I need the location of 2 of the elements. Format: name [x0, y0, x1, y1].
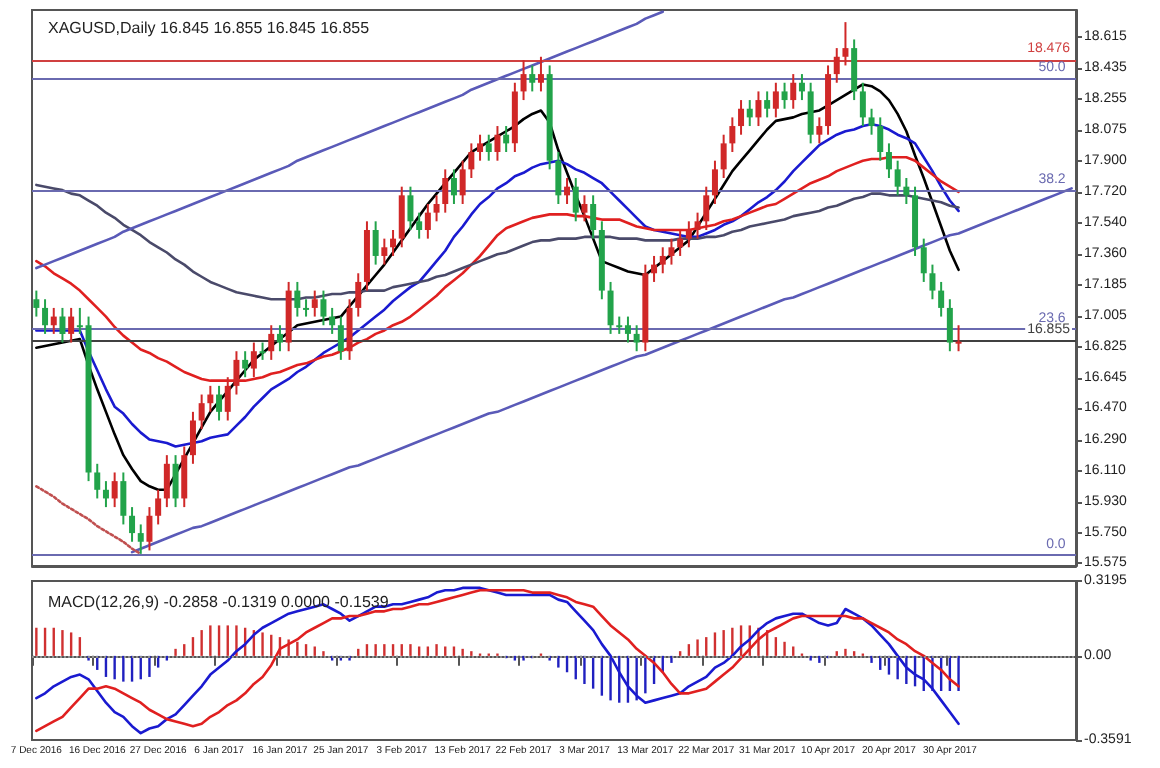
text: XAGUSD,Daily 16.845 16.855 16.845 16.855: [48, 19, 371, 37]
text: MACD(12,26,9) -0.2858 -0.1319 0.0000 -0.1539: [48, 593, 390, 611]
